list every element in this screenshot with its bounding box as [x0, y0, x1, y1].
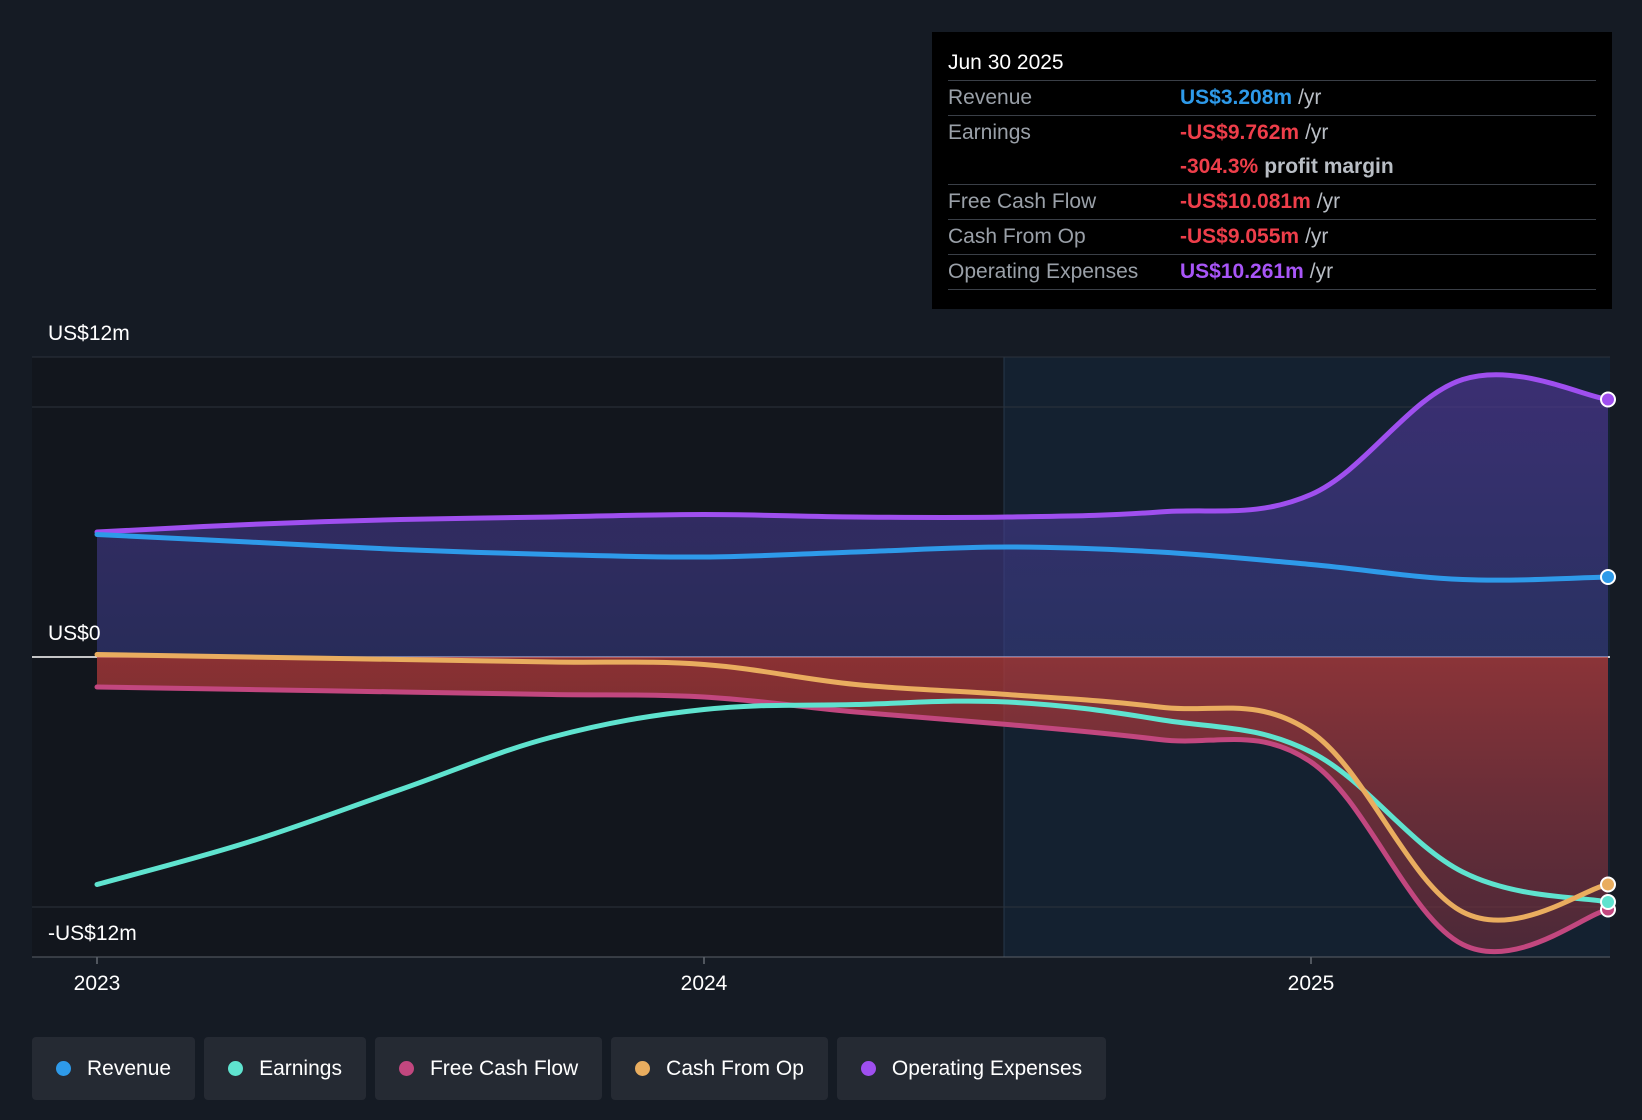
- end-point-revenue: [1600, 569, 1616, 585]
- legend-label: Cash From Op: [666, 1056, 804, 1080]
- tooltip-row-free-cash-flow: Free Cash Flow -US$10.081m /yr: [948, 185, 1596, 220]
- free-cash-flow-dot-icon: [398, 1061, 414, 1076]
- legend-label: Earnings: [259, 1056, 342, 1080]
- tooltip-value: US$3.208m: [1180, 86, 1293, 109]
- tooltip-row-cash-from-op: Cash From Op -US$9.055m /yr: [948, 220, 1596, 255]
- tooltip-unit: /yr: [1298, 86, 1322, 109]
- series-line-revenue: [94, 532, 1611, 583]
- x-tick-label: 2023: [74, 972, 121, 995]
- legend-label: Operating Expenses: [891, 1056, 1083, 1080]
- tooltip-value: US$10.261m: [1180, 260, 1304, 283]
- series-line-free-cash-flow: [94, 684, 1611, 955]
- tooltip-label: Free Cash Flow: [948, 190, 1097, 213]
- y-tick-label: -US$12m: [48, 922, 137, 945]
- legend-item-free-cash-flow[interactable]: Free Cash Flow: [374, 1037, 603, 1100]
- tooltip-label: Earnings: [948, 121, 1031, 144]
- tooltip-value: -US$10.081m: [1180, 190, 1311, 213]
- tooltip-value: -US$9.055m: [1180, 225, 1300, 248]
- end-point-cash-from-op: [1600, 876, 1616, 893]
- tooltip-unit: /yr: [1309, 260, 1334, 283]
- series-line-operating-expenses: [94, 372, 1611, 535]
- tooltip-label: Cash From Op: [948, 225, 1086, 248]
- y-tick-label: US$12m: [48, 322, 130, 345]
- x-tick-label: 2025: [1288, 972, 1335, 995]
- end-point-operating-expenses: [1600, 391, 1616, 408]
- tooltip-row-operating-expenses: Operating Expenses US$10.261m /yr: [948, 255, 1596, 290]
- tooltip-unit: profit margin: [1264, 155, 1394, 178]
- tooltip-label: Operating Expenses: [948, 260, 1139, 283]
- opex-area: [97, 374, 1608, 657]
- tooltip-value: -US$9.762m: [1180, 121, 1300, 144]
- x-tick-label: 2024: [681, 972, 728, 995]
- legend: Revenue Earnings Free Cash Flow Cash Fro…: [32, 1037, 1107, 1100]
- earnings-dot-icon: [228, 1061, 244, 1076]
- tooltip-label: [948, 150, 1180, 184]
- tooltip-row-revenue: Revenue US$3.208m /yr: [948, 81, 1596, 115]
- legend-item-revenue[interactable]: Revenue: [32, 1037, 196, 1100]
- legend-label: Free Cash Flow: [429, 1056, 579, 1080]
- tooltip-label: Revenue: [948, 86, 1033, 109]
- tooltip-row-earnings: Earnings -US$9.762m /yr: [948, 115, 1596, 150]
- cash-from-op-dot-icon: [635, 1061, 651, 1076]
- series-line-cash-from-op: [94, 652, 1611, 923]
- legend-item-operating-expenses[interactable]: Operating Expenses: [836, 1037, 1107, 1100]
- tooltip-unit: /yr: [1305, 225, 1329, 248]
- tooltip: Jun 30 2025 Revenue US$3.208m /yr Earnin…: [932, 32, 1612, 309]
- legend-item-earnings[interactable]: Earnings: [204, 1037, 366, 1100]
- y-tick-label: US$0: [48, 622, 101, 645]
- legend-label: Revenue: [87, 1056, 172, 1080]
- operating-expenses-dot-icon: [860, 1061, 876, 1076]
- tooltip-row-profit-margin: -304.3% profit margin: [948, 150, 1596, 185]
- end-point-earnings: [1600, 894, 1616, 910]
- tooltip-unit: /yr: [1316, 190, 1341, 213]
- legend-item-cash-from-op[interactable]: Cash From Op: [611, 1037, 828, 1100]
- tooltip-unit: /yr: [1305, 121, 1329, 144]
- revenue-dot-icon: [56, 1061, 71, 1076]
- tooltip-date: Jun 30 2025: [948, 46, 1596, 81]
- tooltip-value: -304.3%: [1180, 155, 1259, 178]
